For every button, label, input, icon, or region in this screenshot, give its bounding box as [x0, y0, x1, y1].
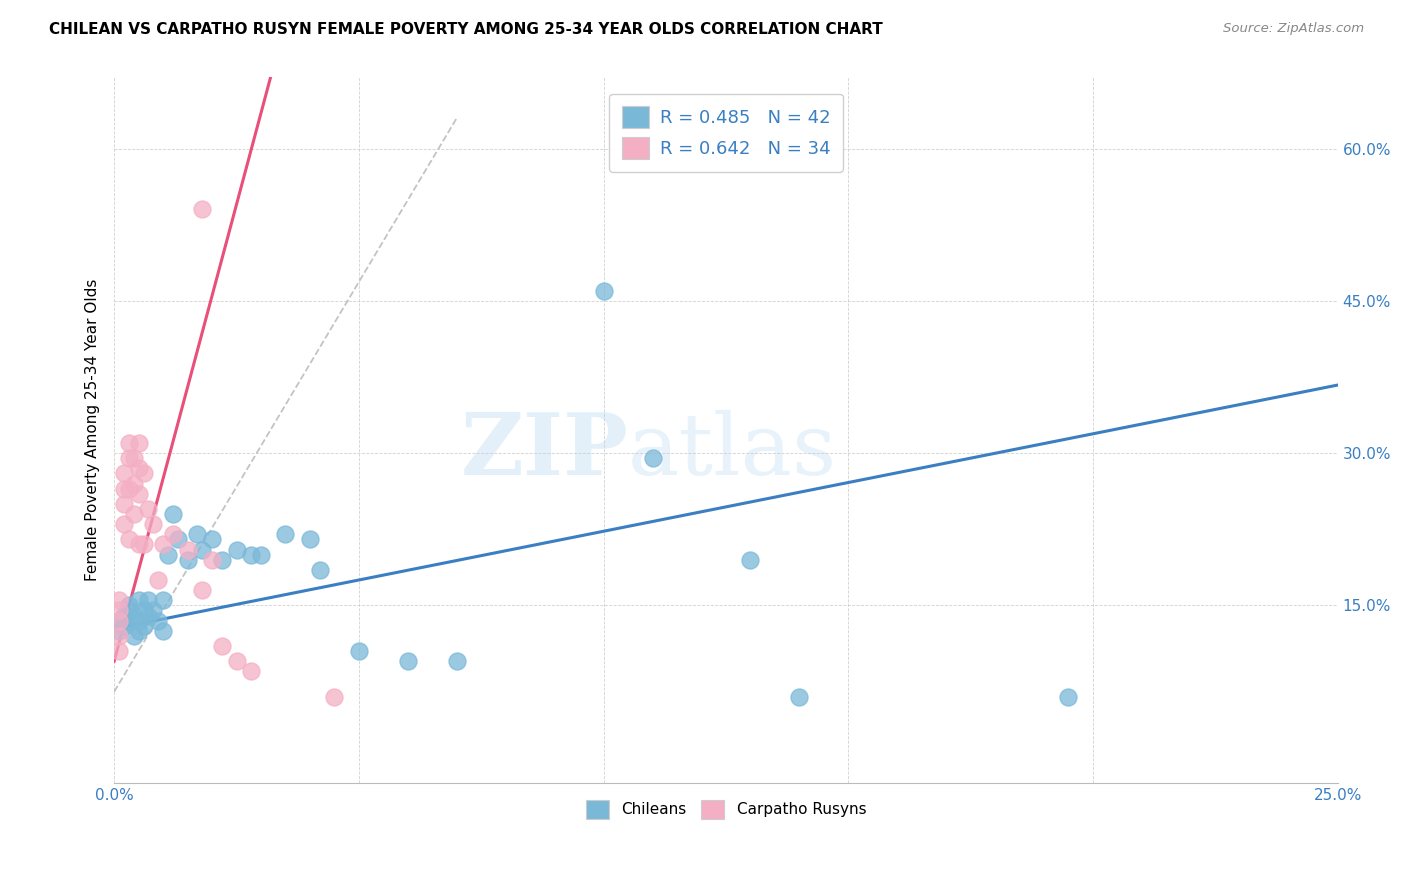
Point — [323, 690, 346, 704]
Text: Source: ZipAtlas.com: Source: ZipAtlas.com — [1223, 22, 1364, 36]
Point — [108, 629, 131, 643]
Point — [132, 467, 155, 481]
Point — [308, 563, 330, 577]
Point — [211, 552, 233, 566]
Point — [122, 476, 145, 491]
Point — [118, 603, 141, 617]
Point — [396, 654, 419, 668]
Text: ZIP: ZIP — [460, 409, 628, 493]
Point — [118, 451, 141, 466]
Point — [274, 527, 297, 541]
Point — [446, 654, 468, 668]
Point — [118, 614, 141, 628]
Point — [128, 486, 150, 500]
Text: atlas: atlas — [628, 409, 837, 493]
Point — [641, 451, 664, 466]
Point — [162, 527, 184, 541]
Point — [112, 482, 135, 496]
Legend: Chileans, Carpatho Rusyns: Chileans, Carpatho Rusyns — [579, 794, 872, 825]
Point — [162, 507, 184, 521]
Point — [152, 593, 174, 607]
Point — [138, 502, 160, 516]
Point — [122, 629, 145, 643]
Point — [157, 548, 180, 562]
Point — [108, 614, 131, 628]
Point — [132, 618, 155, 632]
Point — [148, 573, 170, 587]
Point — [250, 548, 273, 562]
Point — [298, 533, 321, 547]
Point — [347, 644, 370, 658]
Point — [122, 608, 145, 623]
Point — [201, 552, 224, 566]
Point — [112, 618, 135, 632]
Point — [240, 548, 263, 562]
Point — [112, 608, 135, 623]
Point — [225, 542, 247, 557]
Point — [152, 537, 174, 551]
Point — [789, 690, 811, 704]
Point — [240, 665, 263, 679]
Point — [128, 461, 150, 475]
Point — [142, 517, 165, 532]
Point — [128, 624, 150, 638]
Point — [138, 608, 160, 623]
Point — [108, 644, 131, 658]
Point — [128, 436, 150, 450]
Point — [191, 202, 214, 217]
Point — [112, 517, 135, 532]
Point — [225, 654, 247, 668]
Point — [122, 451, 145, 466]
Point — [211, 639, 233, 653]
Point — [152, 624, 174, 638]
Point — [191, 583, 214, 598]
Point — [108, 593, 131, 607]
Point — [122, 507, 145, 521]
Point — [166, 533, 188, 547]
Point — [592, 284, 614, 298]
Y-axis label: Female Poverty Among 25-34 Year Olds: Female Poverty Among 25-34 Year Olds — [86, 279, 100, 582]
Point — [128, 537, 150, 551]
Point — [1057, 690, 1080, 704]
Point — [112, 497, 135, 511]
Point — [138, 593, 160, 607]
Point — [176, 552, 198, 566]
Point — [132, 603, 155, 617]
Point — [118, 533, 141, 547]
Point — [132, 537, 155, 551]
Point — [118, 482, 141, 496]
Point — [108, 603, 131, 617]
Point — [108, 614, 131, 628]
Point — [201, 533, 224, 547]
Point — [142, 603, 165, 617]
Point — [108, 624, 131, 638]
Point — [128, 614, 150, 628]
Point — [118, 436, 141, 450]
Point — [112, 467, 135, 481]
Point — [128, 593, 150, 607]
Point — [176, 542, 198, 557]
Point — [186, 527, 208, 541]
Point — [118, 599, 141, 613]
Point — [148, 614, 170, 628]
Text: CHILEAN VS CARPATHO RUSYN FEMALE POVERTY AMONG 25-34 YEAR OLDS CORRELATION CHART: CHILEAN VS CARPATHO RUSYN FEMALE POVERTY… — [49, 22, 883, 37]
Point — [191, 542, 214, 557]
Point — [740, 552, 762, 566]
